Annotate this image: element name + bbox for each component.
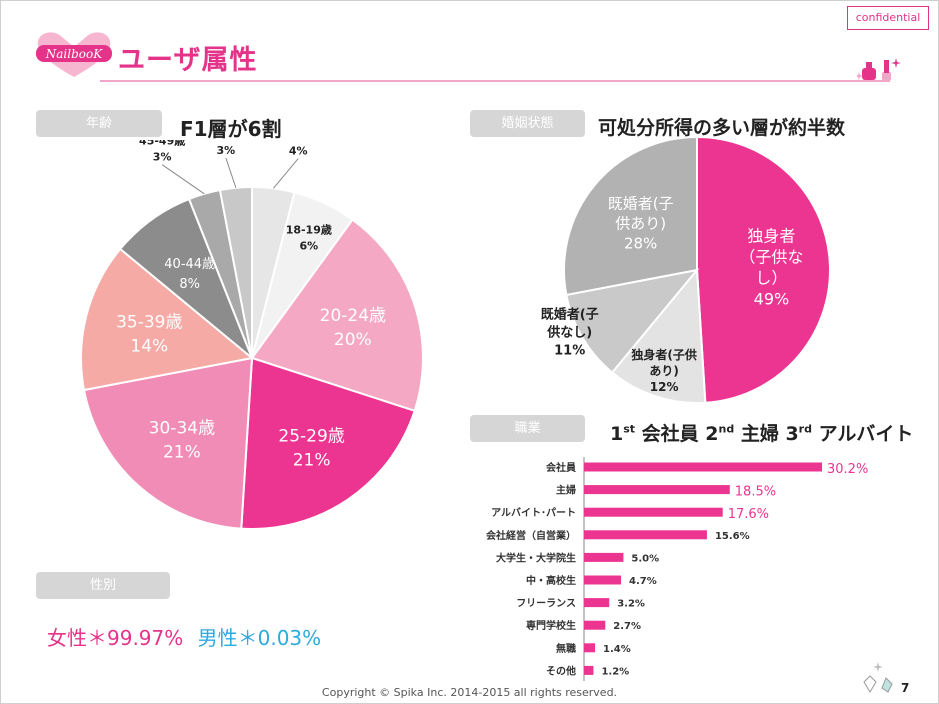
marital-slice-label: 既婚者(子供なし) 11%: [541, 307, 599, 359]
copyright-footer: Copyright © Spika Inc. 2014-2015 all rig…: [321, 686, 618, 699]
bar-category-label: フリーランス: [516, 598, 576, 610]
logo-text: NailbooK: [45, 47, 103, 61]
job-heading-part: 会社員 2: [635, 423, 719, 445]
marital-pie-chart: 独身者（子供なし） 49% 独身者(子供あり) 12% 既婚者(子供なし) 11% 既婚者(…: [541, 135, 832, 404]
bar-value-label: 1.2%: [601, 666, 629, 677]
bar-value-label: 2.7%: [613, 621, 641, 632]
age-slice: [80, 247, 255, 392]
job-bar: [584, 462, 822, 472]
job-bar-chart: 会社員 30.2% 主婦 18.5% アルバイト･パート 17.6% 会社経営（自営業） 15…: [486, 457, 868, 681]
gem-decoration-icon: [863, 662, 893, 693]
marital-heading: 可処分所得の多い層が約半数: [598, 117, 846, 139]
bar-value-label: 4.7%: [629, 576, 657, 587]
age-slice-label: 40-44歳 8%: [164, 257, 215, 292]
job-bar: [584, 598, 610, 608]
nailbook-logo: NailbooK: [36, 32, 112, 77]
age-slice-label: 45-49歳 3%: [139, 140, 185, 164]
marital-slice-label: 独身者(子供あり) 12%: [630, 347, 697, 394]
job-bar: [584, 552, 624, 562]
age-slice-label: 17歳以下4%: [274, 140, 322, 158]
bar-category-label: 専門学校生: [526, 619, 576, 632]
job-bar: [584, 620, 606, 630]
job-bar: [584, 575, 622, 585]
bar-value-label: 15.6%: [715, 531, 750, 542]
nail-polish-icon: [856, 58, 901, 81]
job-heading: 1st 会社員 2nd 主婦 3rd アルバイト: [610, 419, 913, 446]
age-leader-line: [273, 158, 299, 189]
age-slice-label: 30-34歳 21%: [149, 419, 215, 463]
job-heading-part: rd: [798, 422, 812, 436]
bar-category-label: 無職: [556, 642, 576, 655]
bar-value-label: 1.4%: [603, 644, 631, 655]
bar-category-label: 会社員: [546, 461, 576, 474]
bar-value-label: 5.0%: [631, 553, 659, 564]
bar-category-label: その他: [546, 664, 576, 677]
age-slice-label: 18-19歳 6%: [286, 222, 332, 252]
marital-slice: [563, 135, 698, 297]
bar-category-label: 中・高校生: [526, 574, 576, 587]
age-slice: [240, 356, 416, 530]
bar-category-label: 会社経営（自営業）: [486, 529, 576, 542]
age-slice-label: 25-29歳 21%: [278, 427, 344, 471]
job-heading-part: 主婦 3: [734, 423, 799, 445]
age-slice: [82, 356, 254, 530]
male-ratio: 男性＊0.03%: [197, 626, 322, 650]
marital-slice: [610, 267, 707, 404]
job-bar: [584, 485, 730, 495]
job-bar: [584, 643, 596, 653]
age-tag: 年齢: [36, 110, 162, 137]
bar-category-label: 大学生・大学院生: [496, 551, 576, 564]
female-ratio: 女性＊99.97%: [47, 626, 184, 650]
age-leader-line: [225, 157, 237, 188]
marital-slice-label: 独身者（子供なし） 49%: [739, 226, 803, 308]
title-underline: [100, 80, 890, 82]
age-slice-label: 35-39歳 14%: [116, 313, 182, 357]
job-heading-part: st: [623, 422, 636, 436]
page-number: 7: [901, 681, 910, 695]
job-bar: [584, 507, 723, 517]
age-leader-line: [161, 164, 205, 195]
bar-category-label: アルバイト･パート: [491, 507, 576, 519]
marital-slice: [565, 268, 700, 374]
job-bar: [584, 530, 707, 540]
age-heading: F1層が6割: [180, 117, 282, 141]
job-heading-part: 1: [610, 423, 624, 445]
bar-value-label: 18.5%: [735, 485, 776, 500]
confidential-label: confidential: [847, 6, 929, 30]
bar-value-label: 30.2%: [827, 462, 868, 477]
bar-value-label: 17.6%: [728, 507, 769, 522]
age-slice-label: 20-24歳 20%: [320, 306, 386, 350]
bar-value-label: 3.2%: [617, 599, 645, 610]
job-heading-part: nd: [718, 422, 735, 436]
marital-tag: 婚姻状態: [470, 110, 585, 137]
age-slice: [250, 218, 424, 413]
gender-tag: 性別: [36, 572, 170, 599]
bar-category-label: 主婦: [556, 484, 576, 497]
page-title: ユーザ属性: [118, 45, 258, 76]
gender-stats: 女性＊99.97% 男性＊0.03%: [47, 622, 321, 651]
job-tag: 職業: [470, 415, 585, 442]
age-slice: [218, 185, 253, 359]
job-heading-part: アルバイト: [811, 423, 914, 445]
job-bar: [584, 665, 594, 675]
marital-slice-label: 既婚者(子供あり) 28%: [608, 194, 674, 252]
age-slice-label: 50歳以上3%: [202, 140, 250, 157]
marital-slice: [696, 135, 832, 404]
